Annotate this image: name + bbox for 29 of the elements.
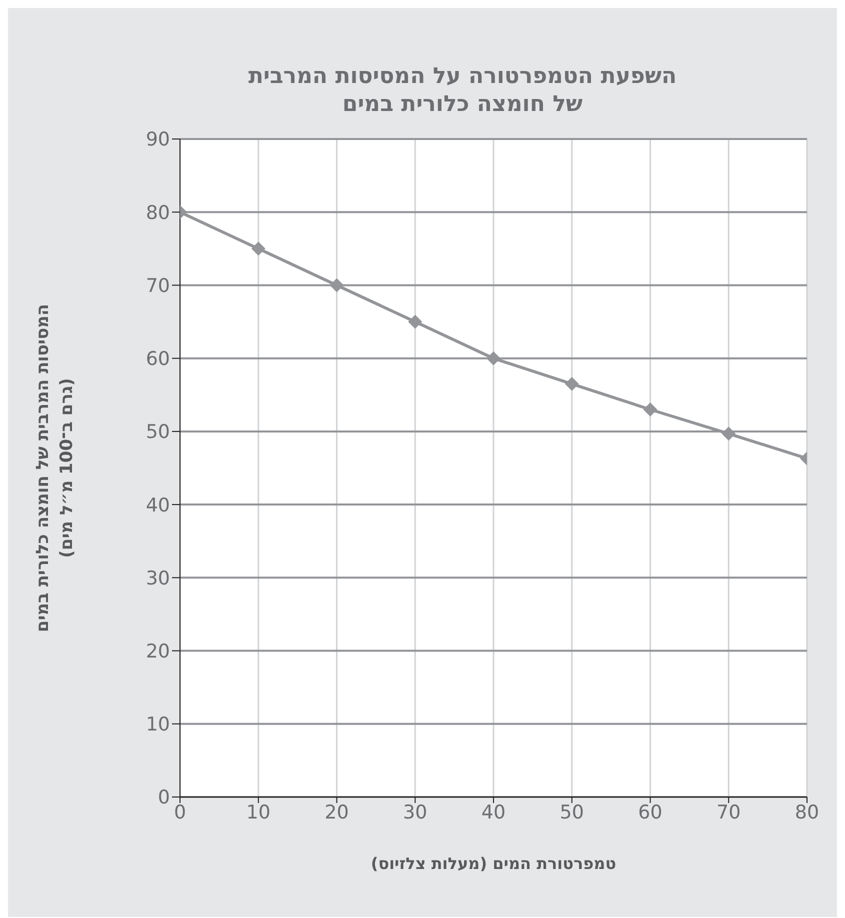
x-tick-label: 80 — [794, 801, 820, 824]
point — [486, 351, 500, 366]
y-tick-label: 70 — [146, 274, 170, 297]
y-tick-label: 50 — [146, 421, 170, 444]
y-tick-label: 30 — [146, 567, 170, 590]
x-tick-label: 30 — [403, 801, 428, 824]
y-axis-title: המסיסות המרבית של חומצה כלורית במים (גרם ב־100 מ״ל מים) — [33, 304, 77, 632]
x-tick-label: 50 — [560, 801, 584, 824]
x-tick-label: 70 — [716, 801, 741, 824]
y-tick-label: 80 — [146, 202, 170, 224]
point — [251, 242, 266, 256]
point — [722, 426, 736, 441]
x-axis-title: טמפרטורת המים (מעלות צלזיוס) — [370, 854, 616, 873]
point — [643, 402, 658, 417]
x-tick-label: 60 — [638, 801, 662, 824]
y-tick-label: 10 — [146, 714, 170, 736]
x-tick-label: 0 — [174, 801, 186, 824]
x-tick-label: 40 — [481, 801, 506, 824]
y-tick-label: 0 — [158, 786, 170, 809]
point — [330, 278, 344, 292]
y-tick-label: 20 — [146, 640, 170, 663]
x-tick-label: 20 — [324, 801, 349, 824]
y-tick-label: 90 — [146, 128, 170, 151]
x-tick-label: 10 — [246, 801, 270, 824]
point — [564, 376, 579, 391]
chart-title: השפעת הטמפרטורה על המסיסות המרבית של חומצה כלורית במים — [247, 63, 678, 119]
y-tick-label: 60 — [146, 348, 170, 370]
point — [408, 314, 422, 329]
y-tick-label: 40 — [146, 494, 170, 516]
